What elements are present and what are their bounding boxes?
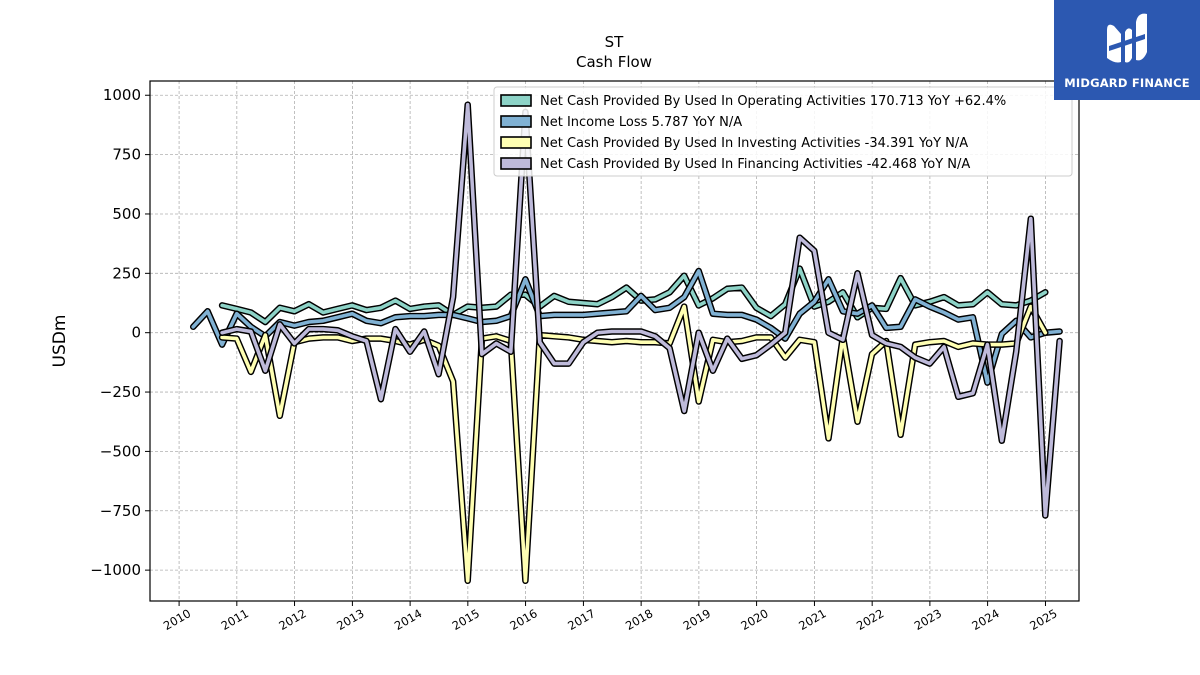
chart-subtitle: Cash Flow — [576, 53, 652, 71]
legend-item-1: Net Cash Provided By Used In Operating A… — [500, 94, 1006, 109]
brand-name: MIDGARD FINANCE — [1064, 76, 1190, 90]
series-line-4 — [218, 101, 1063, 519]
x-tick-label: 2014 — [392, 606, 424, 633]
y-tick-label: −500 — [100, 442, 141, 460]
x-tick-label: 2020 — [738, 606, 770, 633]
x-tick-label: 2021 — [796, 606, 828, 633]
y-axis-label: USDm — [50, 315, 70, 368]
legend-label: Net Cash Provided By Used In Financing A… — [540, 157, 970, 172]
x-tick-label: 2018 — [623, 606, 655, 633]
legend-item-3: Net Cash Provided By Used In Investing A… — [500, 136, 968, 151]
y-tick-label: 250 — [112, 264, 141, 282]
series-outline — [218, 303, 1049, 585]
x-axis-ticks: 2010 2011 2012 2013 2014 2015 2016 2017 2018 2019… — [161, 601, 1060, 633]
x-tick-label: 2015 — [450, 606, 482, 633]
series-line-3 — [218, 303, 1049, 585]
y-tick-label: −1000 — [90, 561, 141, 579]
legend-swatch — [500, 136, 532, 149]
midgard-finance-logo: MIDGARD FINANCE — [1054, 0, 1200, 100]
legend-item-2: Net Income Loss 5.787 YoY N/A — [500, 115, 742, 130]
y-tick-label: 1000 — [103, 86, 141, 104]
y-tick-label: 0 — [131, 324, 141, 342]
series-stroke — [220, 266, 1048, 324]
legend-swatch — [500, 94, 532, 107]
x-tick-label: 2025 — [1027, 606, 1059, 633]
midgard-logo-icon — [1107, 13, 1147, 63]
x-tick-label: 2024 — [969, 606, 1001, 633]
series-line-1 — [218, 265, 1049, 326]
y-tick-label: −250 — [100, 383, 141, 401]
series-stroke — [220, 102, 1062, 518]
x-tick-label: 2022 — [854, 606, 886, 633]
legend-swatch — [500, 115, 532, 128]
x-tick-label: 2023 — [912, 606, 944, 633]
x-tick-label: 2013 — [334, 606, 366, 633]
series-stroke — [220, 304, 1048, 583]
x-tick-label: 2017 — [565, 606, 597, 633]
x-tick-label: 2012 — [276, 606, 308, 633]
chart-title: ST — [605, 33, 625, 51]
y-axis-ticks: −1000 −750 −500 −250 0 250 500 750 1000 — [90, 86, 150, 579]
x-tick-label: 2010 — [161, 606, 193, 633]
y-tick-label: −750 — [100, 502, 141, 520]
x-tick-label: 2011 — [219, 606, 251, 633]
y-tick-label: 500 — [112, 205, 141, 223]
legend-label: Net Income Loss 5.787 YoY N/A — [540, 115, 742, 130]
x-tick-label: 2016 — [507, 606, 539, 633]
plot-frame — [149, 80, 1080, 602]
legend: Net Cash Provided By Used In Operating A… — [493, 86, 1073, 177]
legend-box — [493, 86, 1073, 177]
legend-swatch — [500, 157, 532, 170]
y-tick-label: 750 — [112, 146, 141, 164]
series-lines — [189, 101, 1063, 585]
x-tick-label: 2019 — [681, 606, 713, 633]
legend-label: Net Cash Provided By Used In Operating A… — [540, 94, 1006, 109]
series-line-2 — [189, 267, 1063, 386]
legend-label: Net Cash Provided By Used In Investing A… — [540, 136, 968, 151]
series-stroke — [191, 269, 1062, 385]
legend-item-4: Net Cash Provided By Used In Financing A… — [500, 157, 970, 172]
